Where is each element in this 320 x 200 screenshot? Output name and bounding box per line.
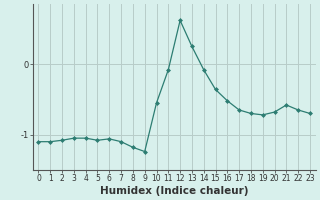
X-axis label: Humidex (Indice chaleur): Humidex (Indice chaleur) xyxy=(100,186,248,196)
